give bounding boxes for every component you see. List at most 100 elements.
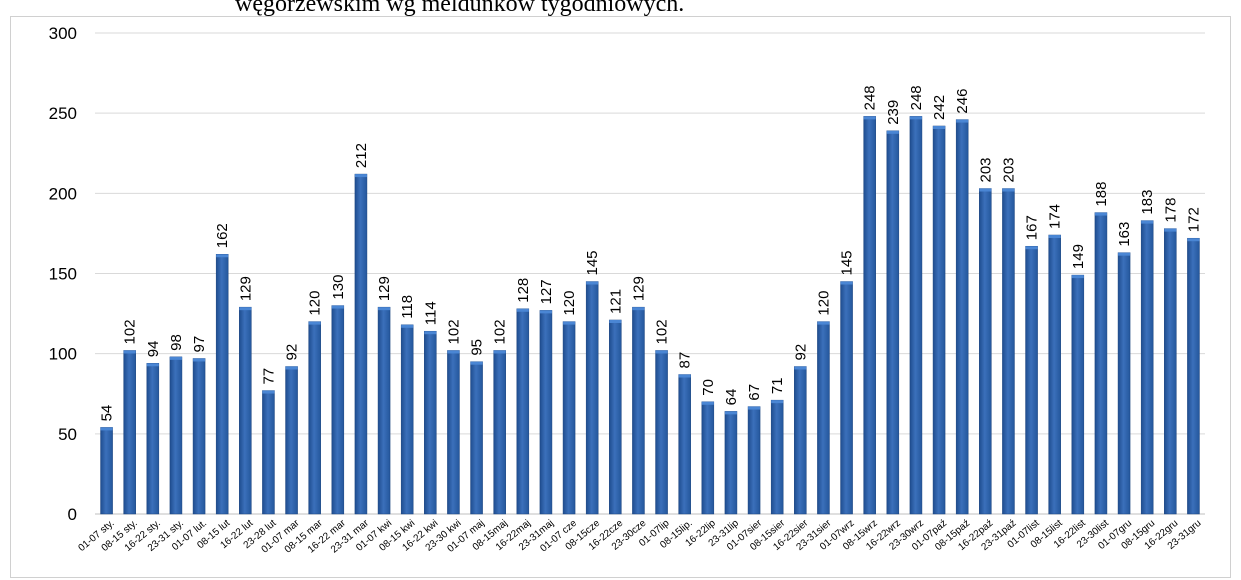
bar <box>1140 220 1154 515</box>
bar-cap <box>1025 246 1038 250</box>
bar <box>585 281 599 515</box>
bar <box>701 401 715 515</box>
data-labels: 54 102 94 98 97 162 129 77 92 120 130 212 129 118 114 1… <box>99 85 1203 421</box>
bar <box>609 319 622 515</box>
bar <box>308 321 321 515</box>
bar <box>192 358 206 515</box>
data-label: 174 <box>1047 204 1064 229</box>
bar <box>424 330 437 515</box>
data-label: 130 <box>330 275 347 300</box>
bar-cap <box>817 321 830 325</box>
bar <box>1094 212 1108 515</box>
y-tick-label: 100 <box>49 345 77 364</box>
data-label: 129 <box>630 276 647 301</box>
bar-cap <box>724 411 737 415</box>
bar-cap <box>632 307 645 311</box>
data-label: 67 <box>746 384 763 401</box>
bar-cap <box>771 400 784 404</box>
bar <box>840 281 853 515</box>
bar-cap <box>655 350 668 354</box>
data-label: 203 <box>1000 157 1017 182</box>
bar-cap <box>886 130 899 134</box>
data-label: 178 <box>1162 198 1179 223</box>
bar <box>123 350 136 515</box>
bar-cap <box>424 331 437 335</box>
bar-cap <box>123 350 136 354</box>
chart-title: węgorzewskim wg meldunków tygodniowych. <box>235 0 685 17</box>
bar <box>655 350 668 515</box>
data-label: 102 <box>654 319 671 344</box>
bar <box>539 310 553 515</box>
bar <box>493 350 506 515</box>
bar <box>1117 252 1131 515</box>
bar <box>100 427 113 515</box>
data-label: 203 <box>977 157 994 182</box>
bar-cap <box>308 321 321 325</box>
data-label: 163 <box>1116 222 1133 247</box>
data-label: 64 <box>723 389 740 406</box>
data-label: 120 <box>307 291 324 316</box>
data-label: 118 <box>399 295 416 319</box>
bar-cap <box>909 116 922 120</box>
bar <box>169 356 183 515</box>
gridlines <box>95 32 1205 515</box>
bar-cap <box>1118 252 1131 256</box>
data-label: 149 <box>1070 244 1087 269</box>
bar-cap <box>169 356 182 360</box>
data-label: 98 <box>168 334 185 351</box>
data-label: 188 <box>1093 182 1110 207</box>
bar-cap <box>1187 238 1200 242</box>
bar-cap <box>470 361 483 365</box>
bar-cap <box>262 390 275 394</box>
bar <box>215 254 229 515</box>
data-label: 127 <box>538 279 555 304</box>
bar-cap <box>516 308 529 312</box>
bar <box>377 306 391 515</box>
data-label: 120 <box>815 291 832 316</box>
bar-cap <box>609 319 622 323</box>
data-label: 95 <box>469 339 486 356</box>
bar <box>331 305 345 515</box>
bar-cap <box>1002 188 1015 192</box>
bar <box>354 173 368 515</box>
bar <box>516 308 530 515</box>
bar-cap <box>840 281 853 285</box>
bar <box>1025 245 1038 515</box>
data-label: 114 <box>422 301 439 325</box>
bar-cap <box>493 350 506 354</box>
data-label: 121 <box>607 289 624 314</box>
bar-cap <box>216 254 229 258</box>
data-label: 239 <box>885 100 902 125</box>
bar <box>886 130 900 515</box>
bar <box>678 374 691 515</box>
bar-cap <box>979 188 992 192</box>
bar-cap <box>447 350 460 354</box>
bar <box>794 366 807 515</box>
bar <box>724 411 738 515</box>
bar-cap <box>1141 220 1154 224</box>
data-label: 128 <box>515 278 532 303</box>
bar-cap <box>539 310 552 314</box>
data-label: 145 <box>839 250 856 275</box>
bar-cap <box>678 374 691 378</box>
bar-cap <box>285 366 298 370</box>
data-label: 102 <box>445 319 462 344</box>
data-label: 87 <box>677 352 694 369</box>
bar <box>979 188 992 515</box>
bar-cap <box>956 119 969 123</box>
bar-cap <box>748 406 761 410</box>
data-label: 248 <box>908 85 925 110</box>
bar <box>1187 237 1200 515</box>
bar-cap <box>1164 228 1177 232</box>
y-tick-label: 250 <box>49 104 77 123</box>
data-label: 77 <box>260 368 277 385</box>
bar <box>262 390 275 515</box>
data-label: 129 <box>237 276 254 301</box>
bar <box>747 406 761 515</box>
bar-cap <box>1048 235 1061 239</box>
data-label: 71 <box>769 377 786 394</box>
data-label: 212 <box>353 143 370 168</box>
data-label: 102 <box>492 319 509 344</box>
data-label: 120 <box>561 291 578 316</box>
data-label: 92 <box>284 344 301 361</box>
